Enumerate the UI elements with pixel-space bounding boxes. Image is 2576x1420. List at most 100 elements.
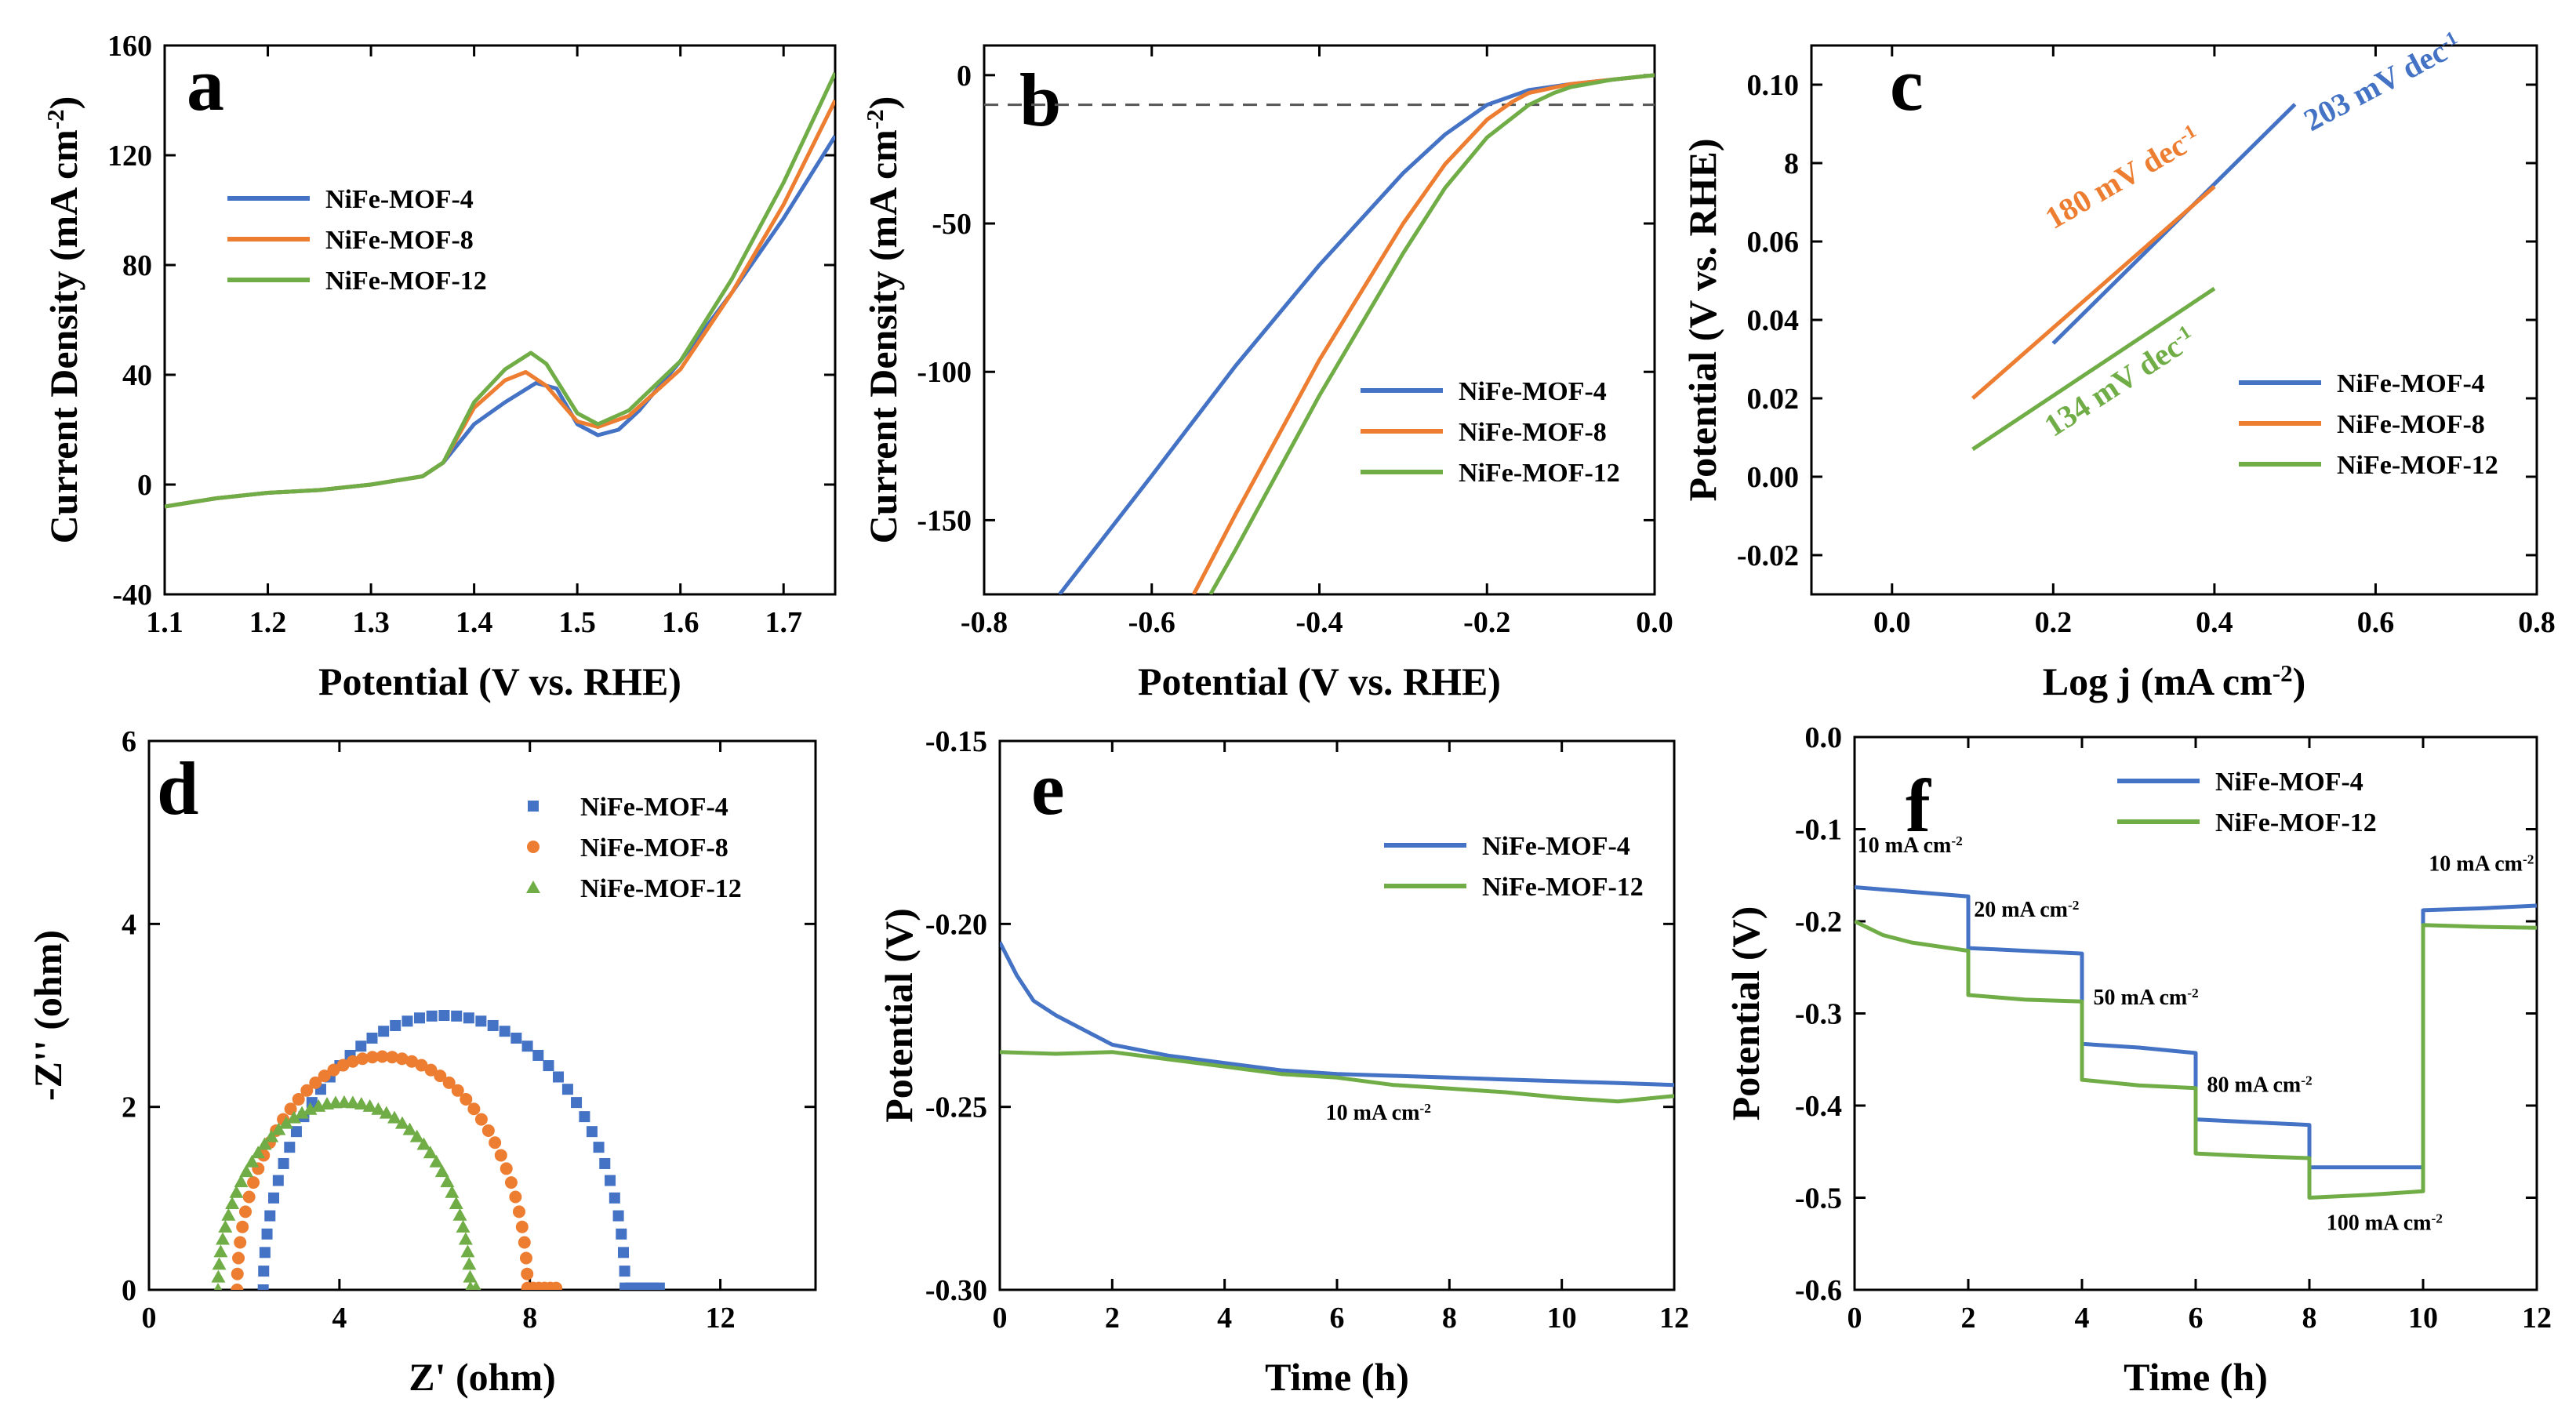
data-point [605,1175,616,1186]
x-tick-label: 10 [2408,1302,2438,1335]
plot-area [984,73,1655,594]
data-point [521,1267,534,1280]
data-point [550,1281,563,1290]
x-tick-label: 10 [1547,1302,1577,1335]
series-line-NiFe-MOF-8 [1971,185,2216,400]
data-point [423,1146,438,1159]
data-point [318,1070,331,1083]
panel-letter-f: f [1906,764,1931,848]
data-point [462,1257,477,1270]
x-tick-label: -0.2 [1463,606,1510,639]
data-point [617,1247,629,1258]
data-point [346,1055,359,1068]
data-point [451,1084,464,1097]
data-point [553,1071,565,1083]
x-tick-label: 0 [142,1302,157,1335]
data-point [475,1015,487,1027]
data-point [460,1092,473,1106]
data-point [599,1157,611,1169]
y-axis-title: Potential (V) [1724,906,1768,1121]
legend-label: NiFe-MOF-8 [2337,410,2485,439]
data-point [378,1026,390,1037]
y-tick-label: -0.4 [1795,1090,1842,1123]
data-point [463,1012,474,1024]
data-point [625,1282,637,1290]
annotation: 50 mA cm-2 [2094,985,2199,1010]
x-tick-label: 12 [2522,1302,2552,1335]
data-point [292,1092,305,1106]
data-point [257,1137,272,1150]
data-point [504,1176,518,1189]
legend-label: NiFe-MOF-8 [580,833,728,863]
data-point [442,1076,456,1089]
x-tick-label: 12 [706,1302,736,1335]
data-point [336,1095,351,1108]
data-point [213,1244,228,1258]
y-tick-label: 0.04 [1747,304,1800,337]
data-point [494,1149,507,1162]
data-point [500,1162,513,1175]
data-point [387,1110,402,1124]
plot-area [211,1010,665,1290]
data-point [579,1111,590,1123]
data-point [402,1122,417,1135]
legend-label: NiFe-MOF-8 [325,226,474,255]
data-point [362,1099,377,1112]
panel-a: 1.1 1.2 1.3 1.4 1.5 1.6 1.7 -40 0 40 80 120 160 Poten… [42,30,837,703]
y-tick-label: 0 [137,469,152,502]
plot-frame [998,739,1676,1291]
data-point [415,1059,428,1072]
y-tick-label: 0.02 [1747,383,1800,416]
data-point [487,1019,499,1031]
data-point [424,1063,438,1077]
legend-label: NiFe-MOF-12 [580,874,742,903]
data-point [438,1010,450,1021]
data-point [512,1205,525,1218]
legend-label: NiFe-MOF-12 [1459,459,1620,488]
data-point [356,1052,369,1066]
data-point [467,1102,481,1116]
data-point [463,1269,478,1283]
y-tick-label: -0.5 [1795,1182,1842,1215]
data-point [445,1185,460,1198]
data-point [234,1175,249,1188]
data-point [401,1015,413,1027]
x-tick-label: 0.2 [2035,606,2073,639]
x-tick-label: -0.6 [1128,606,1175,639]
data-point [561,1084,573,1095]
data-point [451,1010,463,1022]
x-tick-label: 6 [1330,1302,1345,1335]
data-point [278,1157,289,1169]
legend-label: NiFe-MOF-4 [2215,768,2363,797]
data-point [212,1257,227,1270]
y-axis-title: -Z'' (ohm) [26,930,70,1101]
y-tick-label: 120 [107,140,152,173]
data-point [648,1282,659,1290]
y-axis-title: Current Density (mA cm-2) [42,96,86,544]
y-tick-label: -0.2 [1795,906,1842,939]
data-point [300,1084,314,1097]
data-point [543,1060,554,1072]
data-point [653,1282,665,1290]
data-point [586,1126,598,1138]
y-tick-label: 0 [122,1274,136,1307]
data-point [619,1282,631,1290]
x-tick-label: 0 [993,1302,1008,1335]
data-point [434,1164,449,1178]
series-line-NiFe-MOF-4 [1000,941,1674,1088]
data-point [434,1070,447,1083]
panel-letter-a: a [187,42,224,126]
data-point [481,1124,495,1137]
annotation: 10 mA cm-2 [2429,852,2534,877]
data-point [245,1154,260,1168]
x-tick-label: 0.6 [2357,606,2395,639]
x-axis-title: Time (h) [1265,1355,1409,1399]
data-point [518,1236,531,1249]
y-axis-title: Current Density (mA cm-2) [861,96,906,544]
x-tick-label: 2 [1105,1302,1120,1335]
data-point [630,1282,642,1290]
x-tick-label: 1.7 [765,606,802,639]
y-tick-label: 0.00 [1747,461,1800,494]
series-line-NiFe-MOF-12 [1000,1050,1674,1104]
